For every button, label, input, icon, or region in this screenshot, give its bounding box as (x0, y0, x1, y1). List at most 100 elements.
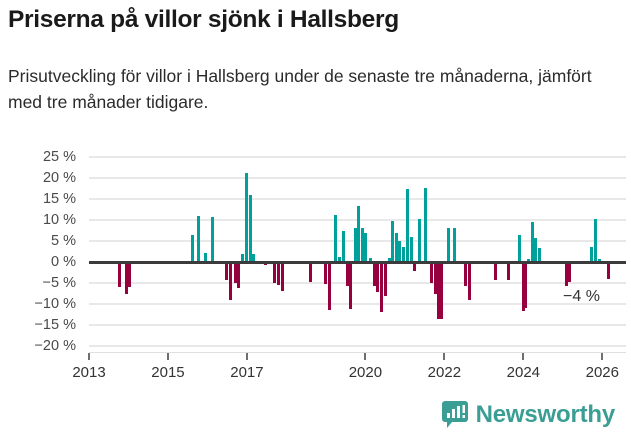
chart-bar (387, 257, 391, 262)
chart-bar (494, 262, 498, 280)
chart-bar (439, 262, 443, 320)
chart-bar (224, 262, 228, 281)
chart-bar (589, 246, 593, 262)
chart-bar (333, 214, 337, 262)
x-axis-tick-mark (245, 353, 248, 360)
chart-bar (369, 257, 373, 262)
chart-bar (437, 262, 441, 320)
chart-bar (394, 232, 398, 262)
last-value-annotation: −4 % (563, 288, 600, 305)
chart-bar (360, 227, 364, 262)
chart-bar (341, 230, 345, 262)
chart-bar (534, 237, 538, 262)
chart-bar (345, 262, 349, 287)
chart-bar (244, 173, 248, 262)
y-axis-tick-label: 15 % (42, 191, 76, 207)
chart-bar (337, 256, 341, 262)
x-axis-tick-label: 2020 (348, 364, 383, 381)
y-axis-tick-label: 10 % (42, 212, 76, 228)
gridline (89, 177, 626, 179)
chart-bar (273, 262, 277, 283)
y-axis-tick-label: −5 % (42, 275, 76, 291)
x-axis-tick-label: 2017 (230, 364, 264, 381)
x-axis-tick-label: 2024 (506, 364, 541, 381)
page-title: Priserna på villor sjönk i Hallsberg (8, 6, 399, 33)
chart-bar (228, 262, 232, 300)
x-axis-tick-mark (364, 353, 367, 360)
x-axis-tick-mark (522, 353, 525, 360)
chart-bar (263, 262, 267, 266)
chart-subtitle: Prisutveckling för villor i Hallsberg un… (8, 66, 592, 112)
chart-bar (453, 228, 457, 262)
chart-bar (430, 262, 434, 283)
x-axis-line (89, 352, 626, 353)
chart-bar (397, 241, 401, 262)
chart-bar (597, 258, 601, 262)
chart-bar (197, 216, 201, 262)
x-axis-tick-mark (443, 353, 446, 360)
zero-line (89, 260, 626, 264)
y-axis-labels: 25 % 20 % 15 % 10 % 5 % 0 % −5 % −10 % −15 % −20 … (0, 0, 76, 439)
chart-bar (363, 233, 367, 262)
chart-bar (517, 235, 521, 262)
chart-bar (308, 262, 312, 283)
x-axis-tick-label: 2026 (585, 364, 619, 381)
chart-bar (390, 220, 394, 262)
chart-bar (348, 262, 352, 310)
chart-bar (241, 253, 245, 262)
chart-bar (506, 262, 510, 281)
chart-bar (468, 262, 472, 300)
gridline (89, 345, 626, 347)
chart-bar (423, 188, 427, 262)
chart-bar (568, 262, 572, 283)
gridline (89, 198, 626, 200)
logo-text: Newsworthy (475, 401, 616, 428)
chart-bar (353, 228, 357, 262)
chart-bar (401, 246, 405, 262)
chart-bar (125, 262, 128, 294)
chart-bar (118, 262, 122, 288)
chart-bar (210, 217, 214, 262)
bar-chart-speech-bubble-icon (441, 401, 468, 428)
y-axis-tick-label: −10 % (34, 296, 76, 312)
chart-bar (446, 228, 450, 262)
chart-bar (379, 262, 383, 312)
chart-bar (372, 262, 376, 286)
newsworthy-logo[interactable]: Newsworthy (441, 401, 616, 429)
chart-bar (405, 188, 409, 262)
x-axis-tick-mark (601, 353, 604, 360)
chart-bar (537, 247, 541, 262)
y-axis-tick-label: 5 % (51, 233, 76, 249)
x-axis-tick-mark (88, 353, 90, 360)
chart-bar (524, 262, 528, 309)
chart-bar (593, 219, 597, 262)
chart-bar (383, 262, 387, 296)
chart-bar (128, 262, 132, 288)
y-axis-tick-label: 25 % (42, 149, 76, 165)
x-axis-tick-label: 2015 (151, 364, 185, 381)
gridline (89, 282, 626, 284)
chart-bar (565, 262, 569, 287)
y-axis-tick-label: −15 % (34, 317, 76, 333)
x-axis-tick-mark (166, 353, 169, 360)
gridline (89, 303, 626, 305)
chart-bar (375, 262, 379, 293)
chart-bar (236, 262, 240, 289)
chart-bar (356, 206, 360, 262)
chart-bar (277, 262, 281, 285)
chart-bar (409, 236, 413, 262)
chart-bar (203, 253, 207, 262)
chart-bar (280, 262, 284, 291)
chart-bar (521, 262, 525, 311)
chart-bar (190, 235, 194, 262)
chart-bar (327, 262, 331, 311)
chart-bar (607, 262, 611, 279)
x-axis-tick-label: 2022 (427, 364, 462, 381)
y-axis-tick-label: 0 % (51, 254, 76, 270)
y-axis-tick-label: −20 % (34, 338, 76, 354)
chart-bar (324, 262, 328, 284)
chart-bar (527, 258, 531, 262)
x-axis-tick-label: 2013 (72, 364, 106, 381)
chart-bar (464, 262, 468, 286)
